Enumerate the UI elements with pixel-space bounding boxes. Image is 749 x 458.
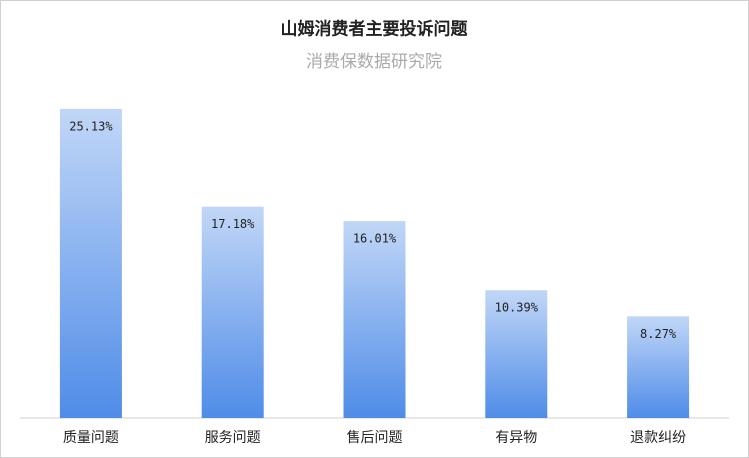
x-tick-label: 售后问题 — [347, 430, 403, 446]
value-label: 16.01% — [353, 232, 397, 246]
chart-subtitle: 消费保数据研究院 — [306, 52, 442, 72]
value-label: 25.13% — [69, 119, 113, 133]
chart-title: 山姆消费者主要投诉问题 — [281, 19, 469, 40]
bar — [343, 221, 406, 418]
bar — [201, 206, 264, 418]
value-label: 10.39% — [495, 301, 539, 315]
bar — [59, 108, 122, 418]
value-label: 8.27% — [640, 327, 677, 341]
x-tick-label: 有异物 — [495, 430, 537, 446]
bar — [627, 316, 690, 418]
bar — [485, 290, 548, 418]
value-label: 17.18% — [211, 217, 255, 231]
x-tick-label: 退款纠纷 — [630, 430, 686, 446]
x-tick-label: 服务问题 — [205, 430, 261, 446]
x-tick-label: 质量问题 — [63, 430, 119, 446]
